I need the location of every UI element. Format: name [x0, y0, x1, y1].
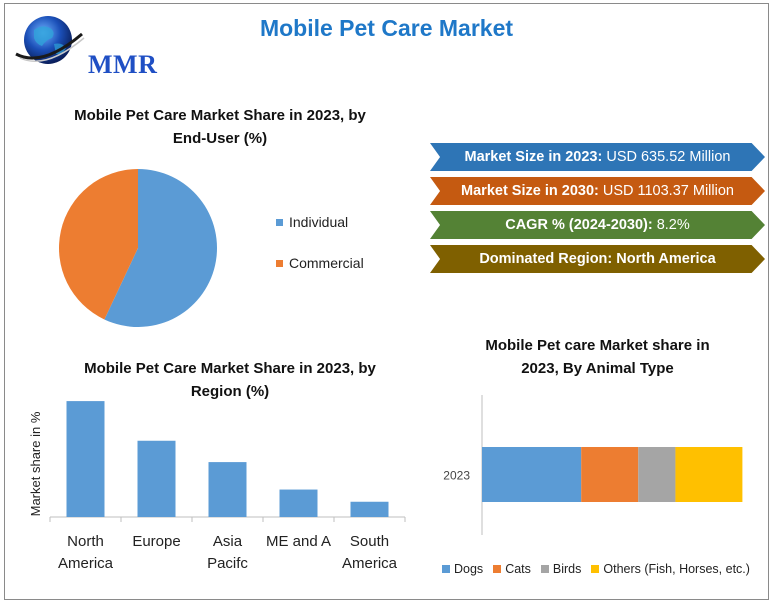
banner-label: Market Size in 2030:: [461, 183, 599, 199]
legend-label-commercial: Commercial: [289, 255, 364, 271]
page-title: Mobile Pet Care Market: [259, 15, 514, 41]
logo-text: MMR: [88, 50, 158, 79]
legend-swatch: [540, 565, 549, 573]
animal-segment-others: [675, 447, 743, 502]
animal-legend-item: Cats: [493, 562, 531, 576]
animal-legend-item: Others (Fish, Horses, etc.): [591, 562, 750, 576]
animal-chart-title: Mobile Pet care Market share in 2023, By…: [485, 337, 710, 377]
region-bar-0: [66, 401, 105, 517]
legend-label-individual: Individual: [289, 214, 349, 230]
pie-slice-individual: [104, 169, 218, 327]
legend-label: Birds: [552, 562, 582, 576]
globe-icon: [15, 16, 85, 64]
legend-swatch: [591, 565, 600, 573]
stat-banner-3: CAGR % (2024-2030): 8.2%: [430, 211, 765, 239]
pie-chart-title: Mobile Pet Care Market Share in 2023, by…: [74, 107, 366, 147]
pie-legend-commercial: Commercial: [276, 255, 364, 271]
banner-value: USD 1103.37 Million: [602, 183, 734, 199]
animal-segment-cats: [581, 447, 639, 502]
commercial-swatch: [276, 259, 283, 267]
animal-type-stacked-bar-chart: 2023: [443, 395, 743, 535]
banner-label: Dominated Region: North America: [479, 251, 716, 267]
region-bar-3: [279, 489, 318, 517]
legend-label: Others (Fish, Horses, etc.): [603, 562, 750, 576]
animal-legend: Dogs Cats Birds Others (Fish, Horses, etc.): [442, 562, 750, 576]
region-bar-1: [137, 440, 176, 517]
banner-value: USD 635.52 Million: [606, 149, 731, 165]
banner-label: CAGR % (2024-2030):: [505, 217, 653, 233]
mmr-logo: MMR: [12, 10, 157, 79]
legend-swatch: [493, 565, 502, 573]
animal-category-label: 2023: [443, 469, 470, 483]
animal-segment-dogs: [482, 447, 582, 502]
legend-label: Cats: [505, 562, 531, 576]
region-tick-label: Europe: [132, 533, 180, 550]
individual-swatch: [276, 218, 283, 226]
region-tick-label: Asia: [213, 533, 243, 550]
region-tick-label: America: [58, 555, 114, 572]
stat-banner-2: Market Size in 2030: USD 1103.37 Million: [430, 177, 765, 205]
end-user-pie-chart: [58, 169, 218, 327]
region-tick-label: America: [342, 555, 398, 572]
region-bar-2: [208, 462, 247, 517]
animal-legend-item: Birds: [540, 562, 582, 576]
region-tick-label: Pacifc: [207, 555, 248, 572]
animal-legend-item: Dogs: [442, 562, 483, 576]
pie-legend-individual: Individual: [276, 214, 348, 230]
region-y-axis-label: Market share in %: [28, 411, 43, 516]
region-tick-label: South: [350, 533, 389, 550]
stat-banner-1: Market Size in 2023: USD 635.52 Million: [430, 143, 765, 171]
banner-value: 8.2%: [656, 217, 690, 233]
stat-banner-4: Dominated Region: North America: [430, 245, 765, 273]
region-tick-label: ME and A: [266, 533, 331, 550]
legend-swatch: [442, 565, 450, 573]
banner-label: Market Size in 2023:: [464, 149, 603, 165]
legend-label: Dogs: [454, 562, 484, 576]
animal-segment-birds: [638, 447, 676, 502]
region-bar-chart: Market share in % North America Europe Asia P…: [28, 401, 406, 572]
pie-slice-commercial: [58, 169, 138, 320]
region-tick-label: North: [67, 533, 104, 550]
region-bar-4: [350, 501, 389, 517]
region-chart-title: Mobile Pet Care Market Share in 2023, by…: [84, 360, 376, 400]
